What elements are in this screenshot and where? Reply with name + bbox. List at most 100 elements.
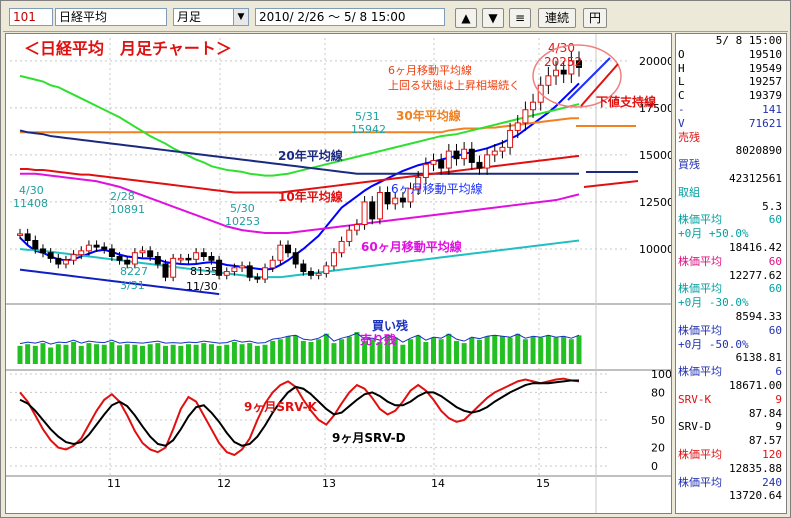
volume-bar: [86, 343, 92, 364]
volume-bar: [461, 343, 467, 364]
name-input[interactable]: 日経平均: [55, 8, 167, 26]
ohlc-row: C 19379: [678, 89, 782, 103]
candle-body: [300, 263, 307, 273]
up-arrow-icon: ▲: [461, 11, 471, 25]
candle-body: [139, 250, 146, 254]
period-value: 月足: [177, 10, 202, 24]
volume-bar: [530, 336, 536, 364]
candle-body: [108, 248, 115, 257]
candle-body: [445, 150, 452, 169]
candle-body: [85, 244, 92, 252]
scroll-down-button[interactable]: ▼: [482, 8, 504, 28]
candle-body: [200, 252, 207, 257]
buy-remaining-label: 買残: [678, 158, 700, 172]
period-select[interactable]: 月足 ▼: [173, 8, 249, 26]
label-6m: 6ヶ月移動平均線: [391, 181, 483, 196]
volume-bar: [101, 344, 107, 364]
data-panel: 5/ 8 15:00 O 19510 H 19549 L 19257 C 19379-141 V…: [675, 33, 787, 514]
support-10y-ext: [583, 180, 639, 188]
volume-bar: [94, 344, 100, 364]
candle-body: [491, 150, 498, 156]
candle-body: [185, 257, 192, 261]
volume-bar: [408, 339, 414, 364]
continuous-button[interactable]: 連続: [538, 8, 576, 28]
volume-sell-label: 売り残: [360, 332, 396, 347]
price-tick-label: 10000: [639, 243, 671, 256]
candle-body: [530, 101, 537, 111]
candle-body: [292, 252, 299, 265]
candle-body: [384, 192, 391, 205]
ann-val-2-28: 10891: [110, 203, 145, 216]
volume-bar: [40, 343, 46, 364]
volume-bar: [78, 345, 84, 364]
volume-bar: [515, 333, 521, 364]
menu-button[interactable]: ≡: [509, 8, 531, 28]
ma-line: [19, 239, 580, 279]
candle-body: [323, 265, 330, 274]
candle-body: [154, 255, 161, 265]
volume-bar: [147, 344, 153, 364]
candle-body: [307, 271, 314, 276]
ann-date-5-31: 5/31: [355, 110, 380, 123]
ratio-label: 取組: [678, 185, 700, 199]
candle-body: [131, 252, 138, 265]
osc-tick-label: 50: [651, 414, 665, 427]
candle-body: [262, 267, 269, 280]
ann-date-5-30: 5/30: [230, 202, 255, 215]
sell-remaining-label: 売残: [678, 130, 700, 144]
volume-bar: [270, 340, 276, 364]
candle-body: [545, 75, 552, 86]
ma-row: 株価平均 60: [678, 254, 782, 268]
price-tick-label: 12500: [639, 196, 671, 209]
candle-body: [369, 201, 376, 220]
panel-date: 5/ 8 15:00: [715, 34, 782, 47]
ma-line: [19, 129, 579, 175]
ma240-row: 株価平均 240: [678, 475, 782, 489]
ann-val-5-31: 15942: [351, 123, 386, 136]
ma-row: 株価平均 60: [678, 323, 782, 337]
volume-sell-line: [19, 332, 580, 345]
label-60m: 60ヶ月移動平均線: [361, 239, 462, 254]
sell-remaining-value: 8020890: [735, 144, 782, 158]
ma-line: [19, 74, 580, 177]
volume-bar: [423, 342, 429, 364]
scroll-up-button[interactable]: ▲: [455, 8, 477, 28]
candle-body: [162, 263, 169, 278]
volume-bar: [553, 337, 559, 364]
volume-bar: [71, 342, 77, 364]
volume-bar: [224, 344, 230, 364]
moving-average-lines: [19, 74, 580, 296]
candle-body: [522, 109, 529, 124]
candle-body: [376, 192, 383, 220]
trend-line-red: [580, 63, 619, 107]
code-input[interactable]: 101: [9, 8, 53, 26]
candle-body: [514, 122, 521, 131]
candle-body: [216, 259, 223, 276]
candle-body: [553, 69, 560, 77]
volume-bar: [140, 345, 146, 364]
candle-body: [24, 233, 31, 241]
volume-bar: [400, 344, 406, 364]
volume-bar: [32, 345, 38, 364]
ohlc-row: H 19549: [678, 61, 782, 75]
candle-body: [269, 259, 276, 269]
candle-body: [330, 252, 337, 267]
volume-bar: [247, 343, 253, 364]
ann-low2-date: 11/30: [186, 280, 218, 293]
ann-val-5-30: 10253: [225, 215, 260, 228]
label-10y: 10年平均線: [278, 189, 343, 204]
candle-body: [62, 259, 69, 265]
ratio-value: 5.3: [762, 199, 782, 213]
time-tick-label: 11: [107, 477, 121, 490]
ma-line: [19, 268, 220, 296]
candle-body: [399, 197, 406, 203]
chart-area: 20000 17500 15000 12500 10000 11 12 13 14 15 100 80…: [5, 33, 674, 514]
volume-bar: [431, 337, 437, 364]
candle-body: [193, 252, 200, 260]
yen-button[interactable]: 円: [583, 8, 607, 28]
ma-line: [20, 172, 580, 234]
date-range-field[interactable]: 2010/ 2/26 ～ 5/ 8 15:00: [255, 8, 445, 26]
volume-bar: [453, 340, 459, 364]
volume-bar: [568, 339, 574, 364]
candle-body: [70, 254, 77, 261]
